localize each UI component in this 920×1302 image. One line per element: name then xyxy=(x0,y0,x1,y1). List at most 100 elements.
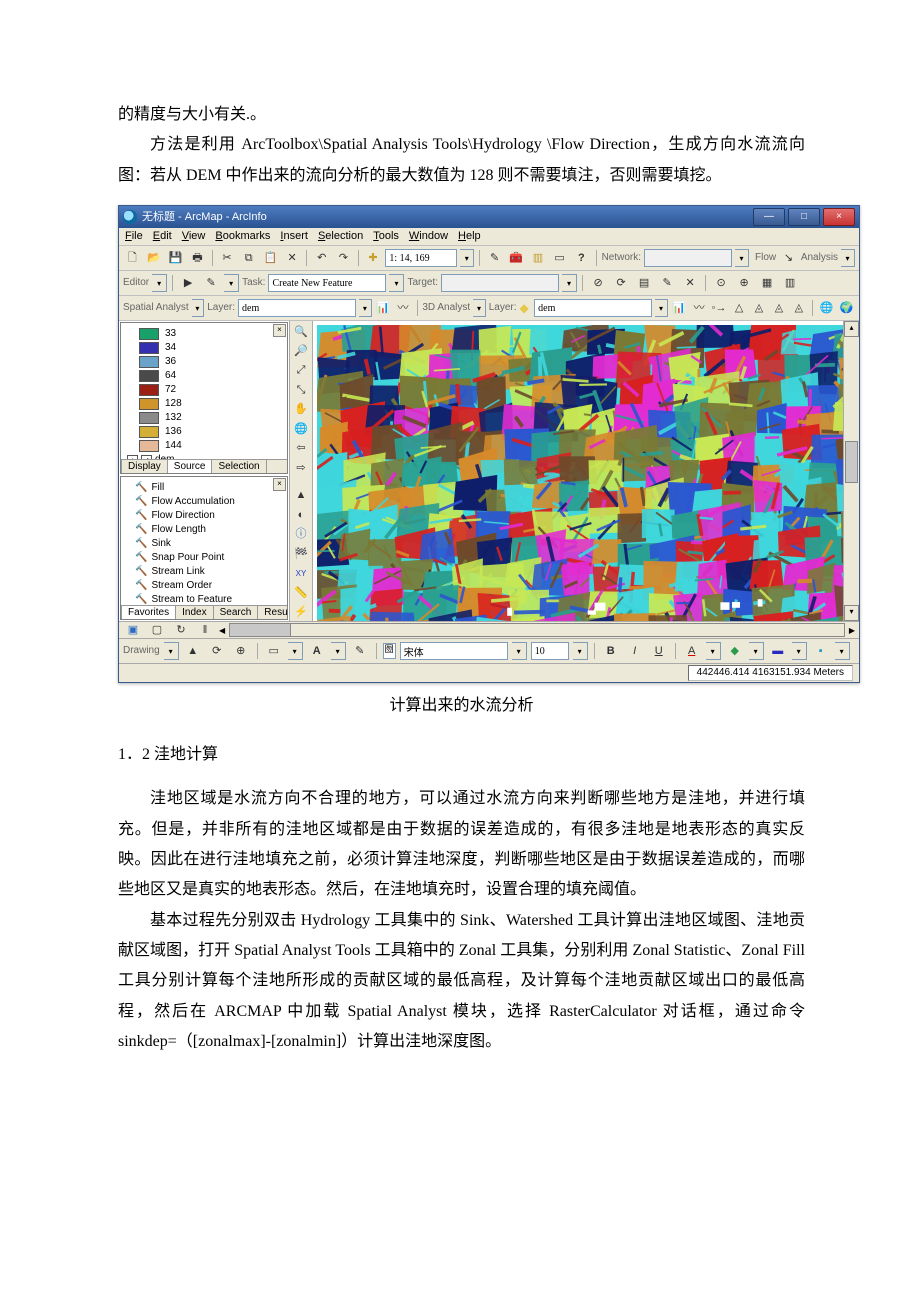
arctoolbox-panel[interactable]: × 🔨Fill🔨Flow Accumulation🔨Flow Direction… xyxy=(120,476,288,620)
target-dropdown-icon[interactable]: ▾ xyxy=(562,274,577,292)
font-dropdown-icon[interactable]: ▾ xyxy=(512,642,527,660)
rotate-element-icon[interactable]: ⟳ xyxy=(207,641,227,661)
steepest-icon[interactable]: △ xyxy=(731,298,748,318)
map-view[interactable]: ▴ ▾ xyxy=(313,321,859,621)
copy-icon[interactable]: ⧉ xyxy=(239,248,258,268)
edit-tool-icon[interactable]: ▶ xyxy=(178,273,198,293)
spatial-analyst-dropdown-icon[interactable]: ▾ xyxy=(192,299,205,317)
print-icon[interactable]: 🖶 xyxy=(188,248,207,268)
legend-row[interactable]: 132 xyxy=(139,411,283,425)
marker-color-button[interactable]: ▪ xyxy=(811,641,831,661)
delete-icon[interactable]: ✕ xyxy=(283,248,302,268)
snap-icon[interactable]: ✕ xyxy=(680,273,700,293)
sketch-props-icon[interactable]: ✎ xyxy=(657,273,677,293)
back-extent-icon[interactable]: ⇦ xyxy=(292,440,310,457)
redo-icon[interactable]: ↷ xyxy=(334,248,353,268)
tool-item[interactable]: 🔨Snap Pour Point xyxy=(135,551,283,565)
measure-icon[interactable]: 📏 xyxy=(292,584,310,601)
toc-tab-selection[interactable]: Selection xyxy=(211,460,266,474)
font-color-button[interactable]: A xyxy=(682,641,702,661)
contour-icon[interactable]: 〰 xyxy=(395,298,412,318)
tin-icon-1[interactable]: ◬ xyxy=(751,298,768,318)
attributes-icon[interactable]: ▤ xyxy=(634,273,654,293)
editor-menu[interactable]: Editor xyxy=(123,277,149,289)
paste-icon[interactable]: 📋 xyxy=(261,248,280,268)
drawing-toolbar[interactable]: Drawing ▾ ▲ ⟳ ⊕ ▭ ▾ A ▾ ✎ 囫 ▾ ▾ B I U A … xyxy=(119,638,859,663)
font-size-dropdown-icon[interactable]: ▾ xyxy=(573,642,588,660)
font-color-dropdown-icon[interactable]: ▾ xyxy=(706,642,721,660)
text-dropdown-icon[interactable]: ▾ xyxy=(331,642,346,660)
data-view-icon[interactable]: ▣ xyxy=(123,620,143,640)
scroll-up-icon[interactable]: ▴ xyxy=(844,321,859,337)
editor-toolbar-icon[interactable]: ✎ xyxy=(485,248,504,268)
tool-item[interactable]: 🔨Stream Link xyxy=(135,565,283,579)
standard-toolbar[interactable]: 🗋 📂 💾 🖶 ✂ ⧉ 📋 ✕ ↶ ↷ ✚ ▾ ✎ 🧰 ▥ ▭ ? Networ… xyxy=(119,246,859,271)
histogram-icon[interactable]: 📊 xyxy=(375,298,392,318)
toc-tab-display[interactable]: Display xyxy=(121,460,168,474)
tool-item[interactable]: 🔨Flow Accumulation xyxy=(135,495,283,509)
layout-view-icon[interactable]: ▢ xyxy=(147,620,167,640)
scale-dropdown-icon[interactable]: ▾ xyxy=(460,249,474,267)
toolbox-icon[interactable]: 🧰 xyxy=(507,248,526,268)
tin-icon-3[interactable]: ◬ xyxy=(790,298,807,318)
menu-help[interactable]: Help xyxy=(458,230,481,243)
command-line-icon[interactable]: ▭ xyxy=(550,248,569,268)
toolbox-tab-favorites[interactable]: Favorites xyxy=(121,606,176,620)
fixed-zoom-in-icon[interactable]: ⤢ xyxy=(292,362,310,379)
line-of-sight-icon[interactable]: ◦→ xyxy=(711,298,728,318)
menu-view[interactable]: View xyxy=(182,230,206,243)
legend-row[interactable]: 72 xyxy=(139,383,283,397)
tool-item[interactable]: 🔨Stream to Feature xyxy=(135,593,283,605)
scale-input[interactable] xyxy=(385,249,457,267)
toolbox-close-icon[interactable]: × xyxy=(273,478,286,491)
menu-insert[interactable]: Insert xyxy=(280,230,308,243)
fill-color-button[interactable]: ◆ xyxy=(725,641,745,661)
analyst-toolbar[interactable]: Spatial Analyst ▾ Layer: ▾ 📊 〰 3D Analys… xyxy=(119,296,859,321)
sketch-dropdown-icon[interactable]: ▾ xyxy=(224,274,239,292)
flow-label[interactable]: Flow xyxy=(755,252,776,264)
tool-item[interactable]: 🔨Flow Direction xyxy=(135,509,283,523)
open-icon[interactable]: 📂 xyxy=(145,248,164,268)
zoom-out-icon[interactable]: 🔎 xyxy=(292,343,310,360)
editor-toolbar[interactable]: Editor ▾ ▶ ✎ ▾ Task: ▾ Target: ▾ ⊘ ⟳ ▤ ✎… xyxy=(119,271,859,296)
network-dropdown-icon[interactable]: ▾ xyxy=(735,249,749,267)
menu-file[interactable]: File xyxy=(125,230,143,243)
hyperlink-icon[interactable]: ⚡ xyxy=(292,604,310,621)
menu-tools[interactable]: Tools xyxy=(373,230,399,243)
legend-row[interactable]: 64 xyxy=(139,369,283,383)
map-scrollbar-vertical[interactable]: ▴ ▾ xyxy=(843,321,859,621)
sketch-tool-icon[interactable]: ✎ xyxy=(201,273,221,293)
menu-selection[interactable]: Selection xyxy=(318,230,363,243)
italic-button[interactable]: I xyxy=(625,641,645,661)
legend-row[interactable]: 33 xyxy=(139,327,283,341)
rotate-icon[interactable]: ⟳ xyxy=(611,273,631,293)
undo-icon[interactable]: ↶ xyxy=(312,248,331,268)
task-combo[interactable] xyxy=(268,274,386,292)
tb2-icon-c[interactable]: ▦ xyxy=(757,273,777,293)
new-text-icon[interactable]: A xyxy=(307,641,327,661)
toc-tab-source[interactable]: Source xyxy=(167,460,213,474)
fixed-zoom-out-icon[interactable]: ⤡ xyxy=(292,382,310,399)
menu-window[interactable]: Window xyxy=(409,230,448,243)
sa-layer-combo[interactable] xyxy=(238,299,356,317)
threed-layer-combo[interactable] xyxy=(534,299,652,317)
tool-item[interactable]: 🔨Sink xyxy=(135,537,283,551)
forward-extent-icon[interactable]: ⇨ xyxy=(292,460,310,477)
task-dropdown-icon[interactable]: ▾ xyxy=(389,274,404,292)
expand-icon[interactable]: + xyxy=(127,455,138,460)
font-combo[interactable] xyxy=(400,642,508,660)
full-extent-icon[interactable]: 🌐 xyxy=(292,421,310,438)
select-features-icon[interactable]: ◐ xyxy=(292,507,310,524)
threed-layer-dropdown-icon[interactable]: ▾ xyxy=(655,299,668,317)
table-of-contents[interactable]: × 3334366472128132136144+✓dem Display So… xyxy=(120,322,288,474)
add-data-icon[interactable]: ✚ xyxy=(364,248,383,268)
refresh-icon[interactable]: ↻ xyxy=(171,620,191,640)
toolbox-tab-results[interactable]: Results xyxy=(257,606,288,620)
toolbox-tab-search[interactable]: Search xyxy=(213,606,259,620)
toolbox-tab-index[interactable]: Index xyxy=(175,606,213,620)
tool-item[interactable]: 🔨Stream Order xyxy=(135,579,283,593)
menubar[interactable]: File Edit View Bookmarks Insert Selectio… xyxy=(119,228,859,246)
select-elements-icon[interactable]: ▲ xyxy=(292,487,310,504)
globe-icon[interactable]: 🌍 xyxy=(838,298,855,318)
threed-dropdown-icon[interactable]: ▾ xyxy=(473,299,486,317)
